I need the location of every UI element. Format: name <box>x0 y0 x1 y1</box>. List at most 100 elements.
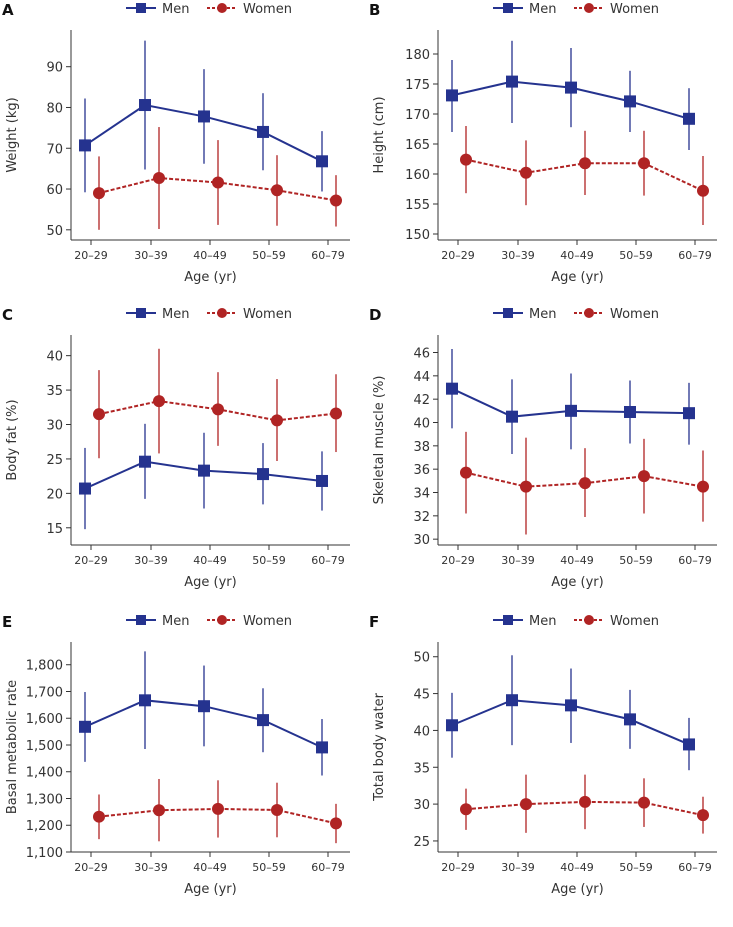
data-point <box>520 798 532 811</box>
y-tick-label: 50 <box>46 224 63 239</box>
chart-svg: D Men Women 30 32 34 36 38 40 42 44 46 20–29 30–39 40–… <box>369 306 717 590</box>
y-tick-label: 1,200 <box>26 819 63 834</box>
series-men <box>446 655 695 771</box>
data-point <box>212 403 224 416</box>
x-tick-label: 40–49 <box>560 249 594 262</box>
data-point <box>446 719 458 732</box>
chart-svg: E Men Women 1,100 1,200 1,300 1,400 1,500 1,600 1… <box>2 613 350 897</box>
y-tick-label: 42 <box>413 393 430 408</box>
data-point <box>316 741 328 754</box>
x-tick-label: 20–29 <box>441 554 475 567</box>
legend-men-label: Men <box>529 2 556 17</box>
x-tick-label: 20–29 <box>74 861 108 874</box>
x-axis-label: Age (yr) <box>184 575 236 590</box>
chart-svg: B Men Women 150 155 160 165 170 175 180 20–29 30–39… <box>369 1 717 285</box>
series-women <box>460 774 709 834</box>
legend-men-label: Men <box>529 307 556 322</box>
y-axis-label: Total body water <box>372 692 387 801</box>
data-point <box>153 172 165 185</box>
data-point <box>257 714 269 727</box>
data-point <box>460 803 472 816</box>
panel-c: C Men Women 15 20 25 30 35 40 20–29 30–39 40–49 50–5… <box>0 305 366 614</box>
series-women <box>93 778 342 844</box>
y-tick-label: 32 <box>413 510 430 525</box>
data-point <box>683 112 695 125</box>
x-axis-label: Age (yr) <box>184 270 236 285</box>
x-tick-label: 40–49 <box>193 249 227 262</box>
data-point <box>638 157 650 170</box>
data-point <box>153 804 165 817</box>
x-tick-label: 60–79 <box>678 554 712 567</box>
data-point <box>683 407 695 420</box>
legend-women-label: Women <box>243 307 292 322</box>
panel-d: D Men Women 30 32 34 36 38 40 42 44 46 20–29 30–39 40–… <box>367 305 733 614</box>
panel-letter: F <box>369 613 379 631</box>
y-tick-label: 1,700 <box>26 685 63 700</box>
x-tick-label: 50–59 <box>619 249 653 262</box>
x-tick-label: 30–39 <box>501 554 535 567</box>
series-women <box>93 127 342 230</box>
data-point <box>198 700 210 713</box>
data-point <box>330 407 342 420</box>
data-point <box>520 166 532 179</box>
x-tick-label: 50–59 <box>619 554 653 567</box>
legend-men-label: Men <box>162 307 189 322</box>
chart-svg: F Men Women 25 30 35 40 45 50 20–29 30–39 40–49 50–5… <box>369 613 717 897</box>
legend-men-marker <box>503 615 513 625</box>
y-tick-label: 40 <box>413 724 430 739</box>
series-women <box>460 126 709 225</box>
y-tick-label: 46 <box>413 347 430 362</box>
x-tick-label: 20–29 <box>74 249 108 262</box>
y-tick-label: 30 <box>413 798 430 813</box>
panel-letter: D <box>369 306 381 324</box>
data-point <box>506 694 518 707</box>
x-tick-label: 60–79 <box>311 861 345 874</box>
y-tick-label: 175 <box>405 78 430 93</box>
series-men <box>79 423 328 530</box>
y-axis-label: Body fat (%) <box>5 399 20 480</box>
legend: Men Women <box>493 2 659 17</box>
data-point <box>93 187 105 200</box>
y-tick-label: 90 <box>46 61 63 76</box>
data-point <box>520 480 532 493</box>
y-tick-label: 38 <box>413 440 430 455</box>
panel-b: B Men Women 150 155 160 165 170 175 180 20–29 30–39… <box>367 0 733 309</box>
data-point <box>271 414 283 427</box>
legend-men-marker <box>503 3 513 13</box>
data-point <box>460 466 472 479</box>
data-point <box>139 694 151 707</box>
legend-women-label: Women <box>610 614 659 629</box>
legend-women-marker <box>584 308 594 318</box>
y-tick-label: 36 <box>413 463 430 478</box>
panel-f: F Men Women 25 30 35 40 45 50 20–29 30–39 40–49 50–5… <box>367 612 733 921</box>
y-tick-label: 170 <box>405 108 430 123</box>
y-tick-label: 35 <box>46 384 63 399</box>
data-point <box>139 99 151 112</box>
legend-women-marker <box>217 3 227 13</box>
data-point <box>624 713 636 726</box>
y-tick-label: 50 <box>413 651 430 666</box>
y-tick-label: 155 <box>405 198 430 213</box>
legend: Men Women <box>126 2 292 17</box>
series-line <box>465 800 704 817</box>
x-tick-label: 30–39 <box>134 249 168 262</box>
legend-women-marker <box>217 308 227 318</box>
x-tick-label: 50–59 <box>252 554 286 567</box>
data-point <box>139 455 151 468</box>
x-tick-label: 20–29 <box>74 554 108 567</box>
data-point <box>446 382 458 395</box>
y-tick-label: 30 <box>413 533 430 548</box>
y-tick-label: 180 <box>405 48 430 63</box>
legend-men-marker <box>136 615 146 625</box>
y-tick-label: 15 <box>46 522 63 537</box>
x-tick-label: 30–39 <box>134 861 168 874</box>
x-tick-label: 40–49 <box>560 861 594 874</box>
data-point <box>316 474 328 487</box>
y-tick-label: 20 <box>46 487 63 502</box>
y-tick-label: 40 <box>46 350 63 365</box>
panel-a: A Men Women 50 60 70 80 90 20–29 30–39 40–49 50–59 6… <box>0 0 366 309</box>
data-point <box>683 738 695 751</box>
series-men <box>446 40 695 150</box>
y-tick-label: 60 <box>46 183 63 198</box>
